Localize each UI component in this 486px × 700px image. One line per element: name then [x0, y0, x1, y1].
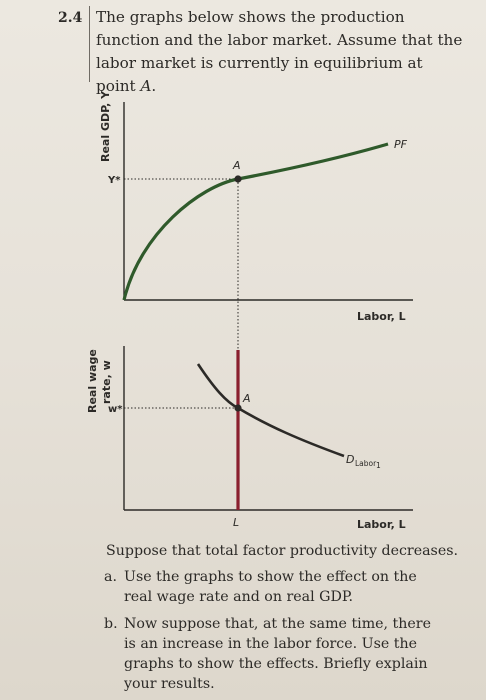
demand-suffix: 1: [376, 461, 381, 470]
demand-label: D: [346, 453, 354, 466]
production-function-graph: A PF Y* Real GDP, Y Labor, L: [99, 90, 413, 384]
bottom-x-axis-label: Labor, L: [357, 518, 406, 531]
top-point-a: [234, 175, 242, 183]
intro-text: The graphs below shows the production fu…: [96, 8, 463, 95]
demand-subscript: Labor: [355, 459, 377, 468]
graphs-figure: A PF Y* Real GDP, Y Labor, L: [0, 88, 486, 538]
bottom-y-axis-label-line1: Real wage: [86, 349, 99, 413]
intro-end: .: [151, 77, 157, 95]
bottom-wstar-label: w*: [108, 404, 123, 415]
pf-label: PF: [394, 138, 408, 151]
bottom-point-a: [234, 404, 242, 412]
bottom-l-tick: L: [233, 516, 239, 529]
question-divider: [89, 6, 90, 82]
labor-market-graph: A w* D Labor 1 L Labor, L Real wage rate…: [86, 346, 413, 531]
bottom-point-a-label: A: [242, 392, 251, 405]
question-intro: The graphs below shows the production fu…: [96, 6, 466, 98]
question-number: 2.4: [58, 10, 83, 26]
top-x-axis-label: Labor, L: [357, 310, 406, 323]
item-a-letter: a.: [104, 569, 117, 585]
item-b-text: Now suppose that, at the same time, ther…: [124, 616, 431, 692]
labor-demand-curve: [196, 363, 345, 458]
intro-point: A: [140, 77, 152, 95]
item-a-text: Use the graphs to show the effect on the…: [124, 569, 417, 605]
top-y-axis-label: Real GDP, Y: [99, 90, 112, 162]
item-b-letter: b.: [104, 616, 118, 632]
graphs-svg: A PF Y* Real GDP, Y Labor, L: [86, 90, 413, 531]
top-ystar-label: Y*: [107, 175, 121, 186]
top-point-a-label: A: [232, 159, 241, 172]
question-lead: Suppose that total factor productivity d…: [106, 543, 459, 559]
pf-curve: [122, 142, 389, 301]
bottom-y-axis-label-line2: rate, w: [100, 360, 113, 404]
